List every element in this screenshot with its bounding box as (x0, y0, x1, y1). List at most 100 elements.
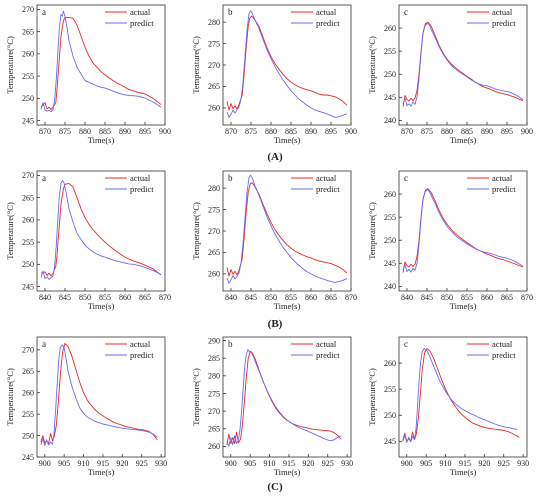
x-tick-label: 915 (283, 459, 295, 468)
legend-label-actual: actual (130, 339, 151, 349)
x-axis-label: Time(s) (274, 467, 301, 477)
y-tick-label: 255 (384, 47, 396, 56)
x-tick-label: 870 (521, 293, 533, 302)
x-tick-label: 870 (159, 293, 171, 302)
x-tick-label: 855 (99, 293, 111, 302)
x-tick-label: 875 (245, 127, 257, 136)
x-axis-label: Time(s) (450, 467, 477, 477)
legend-label-actual: actual (492, 7, 513, 17)
plot-frame (398, 336, 528, 458)
x-tick-label: 890 (481, 127, 493, 136)
legend-label-predict: predict (316, 18, 340, 28)
x-tick-label: 900 (401, 459, 413, 468)
y-tick-label: 260 (208, 270, 220, 279)
panel-letter: b (228, 7, 233, 17)
x-tick-label: 885 (461, 127, 473, 136)
y-axis-label: Temperature(°C) (191, 368, 201, 426)
y-tick-label: 270 (208, 61, 220, 70)
y-axis-label: Temperature(°C) (5, 36, 15, 94)
y-axis-label: Temperature(°C) (5, 368, 15, 426)
y-tick-label: 260 (384, 190, 396, 199)
x-axis-label: Time(s) (88, 467, 115, 477)
y-tick-label: 245 (22, 116, 34, 125)
panel-c-row0: 870 875 880 885 890 895 900 240 245 250 255 260 Time… (367, 4, 533, 145)
y-tick-label: 285 (208, 354, 220, 363)
x-tick-label: 920 (478, 459, 490, 468)
y-tick-label: 245 (22, 282, 34, 291)
x-tick-label: 900 (159, 127, 171, 136)
x-axis-label: Time(s) (274, 301, 301, 311)
x-tick-label: 850 (79, 293, 91, 302)
plot-frame (398, 4, 528, 126)
legend-label-predict: predict (492, 18, 516, 28)
x-tick-label: 895 (139, 127, 151, 136)
y-tick-label: 270 (22, 5, 34, 14)
y-axis-label: Temperature(°C) (5, 202, 15, 260)
panel-b-row1: 840 845 850 855 860 865 870 260 265 270 275 280 Time… (191, 170, 357, 311)
y-tick-label: 260 (22, 216, 34, 225)
series-line-actual (40, 16, 162, 110)
y-axis-label: Temperature(°C) (367, 36, 377, 94)
y-tick-label: 265 (208, 248, 220, 257)
x-tick-label: 860 (305, 293, 317, 302)
series-line-predict (226, 10, 348, 118)
x-tick-label: 920 (302, 459, 314, 468)
x-tick-label: 900 (521, 127, 533, 136)
x-tick-label: 910 (78, 459, 90, 468)
legend-label-actual: actual (130, 7, 151, 17)
panel-a-row2: 900 905 910 915 920 925 930 245 250 255 260 265 270 T… (5, 336, 167, 477)
y-axis-label: Temperature(°C) (367, 368, 377, 426)
y-axis-label: Temperature(°C) (191, 36, 201, 94)
x-tick-label: 845 (59, 293, 71, 302)
x-tick-label: 875 (59, 127, 71, 136)
y-tick-label: 245 (22, 453, 34, 462)
row-label: (B) (268, 318, 283, 330)
x-tick-label: 905 (244, 459, 256, 468)
series-line-actual (226, 351, 342, 445)
y-tick-label: 245 (384, 259, 396, 268)
x-tick-label: 900 (345, 127, 357, 136)
y-tick-label: 280 (208, 372, 220, 381)
series-line-predict (226, 174, 348, 284)
y-tick-label: 270 (208, 227, 220, 236)
legend-label-actual: actual (130, 173, 151, 183)
series-line-predict (40, 10, 162, 113)
panel-letter: a (42, 7, 46, 17)
x-tick-label: 840 (225, 293, 237, 302)
x-tick-label: 920 (116, 459, 128, 468)
y-tick-label: 250 (22, 431, 34, 440)
legend-label-actual: actual (492, 339, 513, 349)
x-axis-label: Time(s) (88, 135, 115, 145)
legend-label-actual: actual (492, 173, 513, 183)
y-tick-label: 255 (22, 72, 34, 81)
series-line-actual (226, 15, 348, 111)
y-tick-label: 260 (208, 104, 220, 113)
x-tick-label: 840 (401, 293, 413, 302)
legend-label-predict: predict (316, 350, 340, 360)
x-tick-label: 860 (481, 293, 493, 302)
x-tick-label: 895 (501, 127, 513, 136)
x-tick-label: 845 (245, 293, 257, 302)
panel-c-row1: 840 845 850 855 860 865 870 240 245 250 255 260 Time… (367, 170, 533, 311)
x-tick-label: 870 (39, 127, 51, 136)
x-tick-label: 855 (461, 293, 473, 302)
x-tick-label: 925 (136, 459, 148, 468)
x-tick-label: 905 (58, 459, 70, 468)
y-tick-label: 260 (384, 24, 396, 33)
legend-label-actual: actual (316, 173, 337, 183)
legend-label-predict: predict (492, 184, 516, 194)
legend-label-predict: predict (130, 350, 154, 360)
plot-frame (222, 336, 352, 458)
x-axis-label: Time(s) (450, 301, 477, 311)
panel-letter: a (42, 339, 46, 349)
legend-label-predict: predict (316, 184, 340, 194)
plot-frame (398, 170, 528, 292)
series-line-predict (40, 179, 162, 280)
y-tick-label: 245 (384, 93, 396, 102)
x-tick-label: 845 (421, 293, 433, 302)
x-tick-label: 870 (401, 127, 413, 136)
x-tick-label: 910 (440, 459, 452, 468)
x-tick-label: 890 (305, 127, 317, 136)
